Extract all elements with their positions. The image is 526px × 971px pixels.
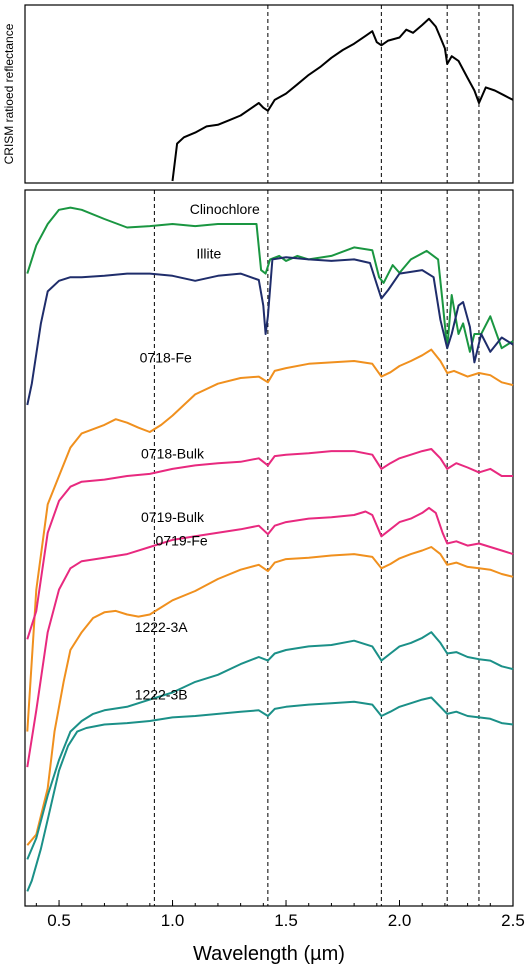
- x-tick-label-4: 2.5: [501, 911, 525, 930]
- series-line-0719-fe: [26, 546, 514, 846]
- series-line-1222-3b: [26, 696, 514, 892]
- x-tick-label-3: 2.0: [388, 911, 412, 930]
- top-panel-frame: [24, 4, 514, 184]
- series-line-illite: [26, 256, 514, 406]
- series-line-0719-bulk: [26, 506, 514, 768]
- x-tick-label-2: 1.5: [274, 911, 298, 930]
- series-label-1222-3a: 1222-3A: [135, 619, 189, 635]
- bottom-panel: Clinochlore Illite 0718-Fe 0718-Bulk 0719-Bu…: [24, 189, 525, 965]
- series-label-0719-fe: 0719-Fe: [156, 533, 208, 549]
- top-y-axis-label: CRISM ratioed reflectance: [2, 23, 16, 164]
- series-label-0718-bulk: 0718-Bulk: [141, 445, 205, 461]
- x-axis-ticks: 0.5 1.0 1.5 2.0 2.5: [35, 900, 525, 930]
- top-reference-lines: [267, 5, 480, 183]
- x-tick-label-1: 1.0: [161, 911, 185, 930]
- series-line-clinochlore: [26, 206, 514, 353]
- series-label-clinochlore: Clinochlore: [190, 201, 260, 217]
- top-panel: CRISM ratioed reflectance: [2, 4, 514, 184]
- top-series-group: [171, 17, 514, 182]
- bottom-panel-frame: [24, 189, 514, 907]
- series-label-0719-bulk: 0719-Bulk: [141, 509, 205, 525]
- x-axis-label: Wavelength (µm): [193, 943, 345, 965]
- series-line-1222-3a: [26, 631, 514, 860]
- top-series-line-0: [171, 17, 514, 182]
- bottom-series-group: [26, 206, 514, 892]
- series-line-0718-fe: [26, 348, 514, 732]
- series-labels: Clinochlore Illite 0718-Fe 0718-Bulk 0719-Bu…: [135, 201, 260, 703]
- series-label-1222-3b: 1222-3B: [135, 687, 188, 703]
- series-label-illite: Illite: [196, 246, 221, 262]
- series-line-0718-bulk: [26, 448, 513, 640]
- x-tick-label-0: 0.5: [47, 911, 71, 930]
- series-label-0718-fe: 0718-Fe: [140, 349, 192, 365]
